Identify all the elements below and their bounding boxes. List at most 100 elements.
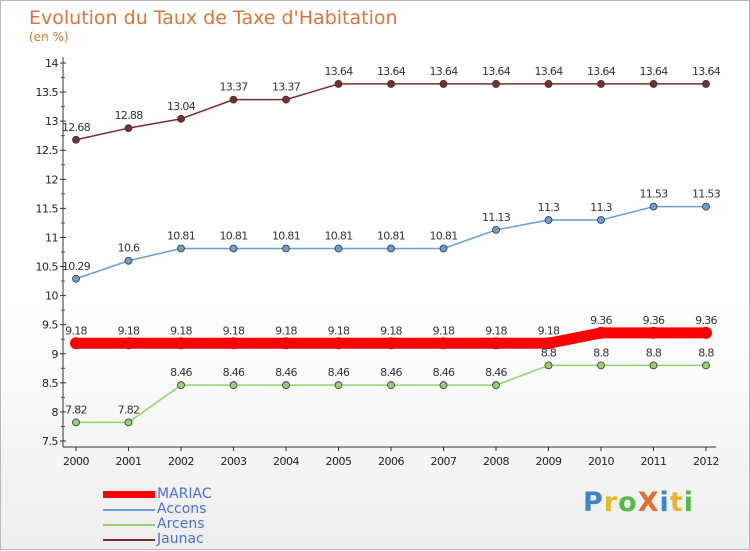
x-tick-label: 2010 <box>588 455 614 468</box>
data-point-mariac <box>595 326 607 339</box>
data-point-accons <box>282 244 290 253</box>
data-point-arcens <box>177 381 185 390</box>
data-point-jaunac <box>597 80 605 88</box>
data-point-accons <box>492 226 500 234</box>
legend-label: Accons <box>157 501 207 517</box>
data-label-accons: 10.81 <box>325 230 353 243</box>
data-point-mariac <box>647 326 660 339</box>
data-label-arcens: 8.46 <box>170 366 192 379</box>
x-tick-label: 2005 <box>326 455 352 468</box>
data-point-jaunac <box>492 80 500 88</box>
data-point-arcens <box>334 381 343 390</box>
data-label-accons: 11.3 <box>538 201 560 214</box>
data-point-jaunac <box>649 80 658 88</box>
data-label-jaunac: 13.64 <box>587 65 616 78</box>
x-tick-label: 2012 <box>693 455 719 468</box>
data-point-jaunac <box>702 80 710 88</box>
data-label-mariac: 9.18 <box>328 324 350 337</box>
logo-letter: i <box>659 487 670 518</box>
data-point-jaunac <box>124 124 133 133</box>
data-label-mariac: 9.36 <box>590 314 612 327</box>
data-label-jaunac: 13.64 <box>325 65 354 78</box>
data-label-mariac: 9.36 <box>643 314 665 327</box>
data-label-arcens: 7.82 <box>118 403 140 416</box>
data-label-arcens: 8.46 <box>433 366 455 379</box>
data-point-mariac <box>385 337 397 350</box>
x-tick-label: 2008 <box>483 455 509 468</box>
legend-item-mariac: MARIAC <box>103 487 212 502</box>
chart-series <box>70 80 712 427</box>
data-label-jaunac: 13.37 <box>272 81 301 94</box>
data-label-mariac: 9.18 <box>380 324 402 337</box>
data-point-mariac <box>175 337 187 350</box>
data-point-mariac <box>122 337 135 350</box>
y-tick-label: 8.5 <box>42 377 58 390</box>
data-label-jaunac: 13.64 <box>482 65 511 78</box>
x-tick-label: 2004 <box>273 455 299 468</box>
data-point-arcens <box>597 361 605 370</box>
data-point-arcens <box>229 381 238 390</box>
data-point-arcens <box>492 381 500 390</box>
logo-letter: t <box>669 487 684 518</box>
data-point-arcens <box>439 381 448 390</box>
data-label-mariac: 9.18 <box>538 324 560 337</box>
data-point-jaunac <box>177 114 185 123</box>
y-tick-label: 13 <box>45 115 58 128</box>
x-tick-label: 2002 <box>168 455 194 468</box>
legend-swatch <box>103 523 155 526</box>
data-point-accons <box>439 244 448 253</box>
data-point-jaunac <box>439 80 448 88</box>
data-label-accons: 10.81 <box>377 230 405 243</box>
data-point-accons <box>387 244 395 253</box>
data-point-arcens <box>702 361 710 370</box>
data-point-arcens <box>282 381 290 390</box>
data-point-accons <box>177 244 185 253</box>
y-tick-label: 12 <box>45 173 58 186</box>
data-point-mariac <box>332 337 345 350</box>
data-label-arcens: 8.46 <box>485 366 507 379</box>
data-point-jaunac <box>72 135 80 144</box>
data-point-accons <box>334 244 343 253</box>
data-label-mariac: 9.36 <box>695 314 717 327</box>
data-label-mariac: 9.18 <box>118 324 140 337</box>
data-point-arcens <box>649 361 658 370</box>
data-label-mariac: 9.18 <box>223 324 245 337</box>
y-tick-label: 10 <box>45 290 58 303</box>
data-point-mariac <box>227 337 240 350</box>
data-label-accons: 10.6 <box>118 242 140 255</box>
data-point-mariac <box>542 337 555 350</box>
data-label-jaunac: 12.68 <box>62 121 91 134</box>
data-label-accons: 10.81 <box>430 230 458 243</box>
legend-item-accons: Accons <box>103 502 212 517</box>
y-tick-label: 14 <box>45 57 58 70</box>
data-point-jaunac <box>229 95 238 104</box>
logo-letter: i <box>683 487 694 518</box>
series-line-accons <box>75 205 707 280</box>
data-label-accons: 11.53 <box>692 188 721 201</box>
data-label-jaunac: 13.64 <box>692 65 721 78</box>
y-tick-label: 9 <box>52 348 59 361</box>
data-label-arcens: 8.8 <box>593 346 609 359</box>
data-point-accons <box>124 256 133 265</box>
data-point-arcens <box>387 381 395 390</box>
y-tick-label: 10.5 <box>36 261 59 274</box>
chart-data-labels: 9.18 9.18 9.18 9.18 9.18 9.18 9.18 9.18 9.18 9.18… <box>62 65 721 416</box>
chart-axes: 7.5 8 8.5 9 9.5 10 10.5 11 11.5 12 12.5 13 13.5 14 200… <box>36 57 720 468</box>
data-label-jaunac: 13.04 <box>167 100 196 113</box>
proxiti-logo: ProXiti <box>583 487 694 518</box>
legend-item-arcens: Arcens <box>103 517 212 532</box>
x-tick-label: 2000 <box>63 455 89 468</box>
data-point-arcens <box>544 361 553 370</box>
chart-legend: MARIAC Accons Arcens Jaunac <box>103 487 212 547</box>
logo-letter: X <box>637 487 660 518</box>
data-label-mariac: 9.18 <box>170 324 192 337</box>
data-label-mariac: 9.18 <box>275 324 297 337</box>
y-tick-label: 13.5 <box>36 86 59 99</box>
data-label-accons: 10.81 <box>167 230 195 243</box>
data-label-arcens: 8.8 <box>698 346 714 359</box>
legend-label: Arcens <box>157 516 205 532</box>
data-label-jaunac: 13.37 <box>220 81 249 94</box>
y-tick-label: 9.5 <box>42 319 58 332</box>
